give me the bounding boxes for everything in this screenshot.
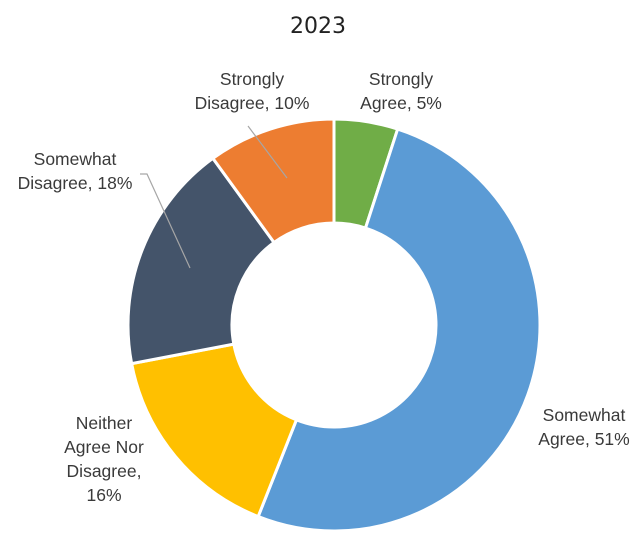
leader-lines bbox=[140, 125, 288, 269]
data-label-2: Somewhat Agree, 51% bbox=[538, 405, 629, 449]
leader-line-5 bbox=[247, 125, 288, 179]
donut-slices bbox=[126, 117, 542, 533]
leader-line-4 bbox=[140, 173, 191, 269]
data-label-5: Strongly Disagree, 10% bbox=[195, 69, 310, 113]
data-label-1: Strongly Agree, 5% bbox=[360, 69, 442, 113]
donut-slice-2 bbox=[256, 127, 542, 533]
chart-title: 2023 bbox=[290, 14, 346, 39]
donut-slice-4 bbox=[126, 156, 277, 366]
data-label-4: Somewhat Disagree, 18% bbox=[18, 149, 133, 193]
data-label-3: Neither Agree Nor Disagree, 16% bbox=[64, 413, 144, 505]
donut-slice-3 bbox=[129, 342, 299, 519]
data-labels: Strongly Agree, 5% Somewhat Agree, 51% Neith… bbox=[18, 69, 630, 505]
donut-slice-5 bbox=[210, 117, 336, 245]
